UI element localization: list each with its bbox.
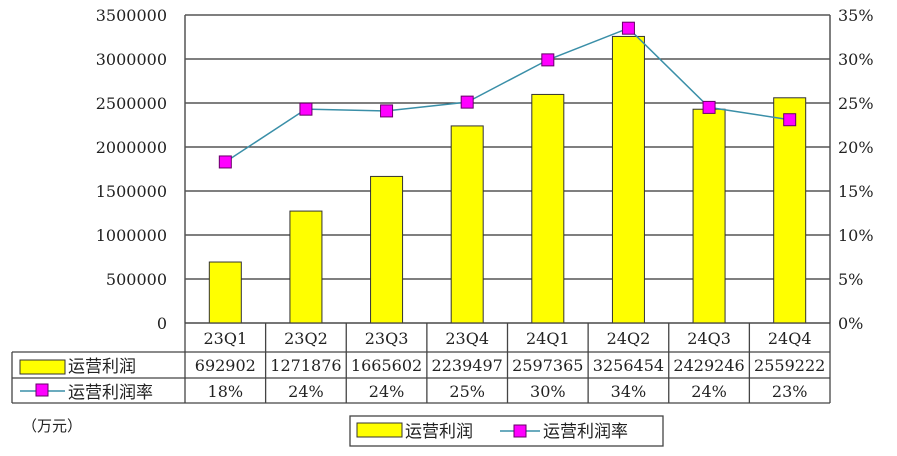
category-label: 23Q3 — [365, 329, 409, 348]
bar-value-label: 692902 — [195, 356, 256, 375]
bar — [208, 261, 242, 324]
table-bar-series-name: 运营利润 — [68, 357, 136, 377]
line-value-label: 24% — [691, 382, 727, 401]
bar — [692, 108, 726, 324]
bar-value-label: 2559222 — [754, 356, 825, 375]
left-tick-label: 2500000 — [96, 94, 167, 113]
bar — [531, 93, 565, 324]
line-marker — [460, 95, 474, 109]
line-value-label: 30% — [530, 382, 566, 401]
line-value-label: 34% — [611, 382, 647, 401]
legend-line-marker — [513, 424, 527, 438]
bar — [773, 97, 807, 324]
line-value-label: 24% — [369, 382, 405, 401]
left-tick-label: 3000000 — [96, 50, 167, 69]
legend-bar-label: 运营利润 — [405, 422, 473, 442]
line-marker — [541, 53, 555, 67]
unit-note: （万元） — [22, 417, 82, 435]
table-line-series-name: 运营利润率 — [68, 383, 153, 403]
left-tick-label: 1000000 — [96, 226, 167, 245]
line-value-label: 18% — [208, 382, 244, 401]
bar — [611, 35, 645, 324]
line-series — [224, 27, 790, 163]
bar-value-label: 2597365 — [512, 356, 583, 375]
line-value-label: 25% — [449, 382, 485, 401]
category-label: 23Q2 — [284, 329, 328, 348]
category-label: 23Q4 — [445, 329, 489, 348]
category-label: 24Q4 — [768, 329, 812, 348]
left-tick-label: 2000000 — [96, 138, 167, 157]
left-tick-label: 0 — [157, 314, 167, 333]
category-label: 24Q2 — [607, 329, 651, 348]
bar — [370, 175, 404, 324]
bar-value-label: 3256454 — [593, 356, 664, 375]
table-line-legend-marker — [35, 383, 49, 397]
right-tick-label: 35% — [838, 6, 874, 25]
line-marker — [783, 113, 797, 127]
left-tick-label: 1500000 — [96, 182, 167, 201]
line-marker — [218, 155, 232, 169]
line-marker — [621, 21, 635, 35]
bar-value-label: 2429246 — [673, 356, 744, 375]
right-tick-label: 0% — [838, 314, 863, 333]
line-value-label: 23% — [772, 382, 808, 401]
right-tick-label: 10% — [838, 226, 874, 245]
line-marker — [702, 100, 716, 114]
category-label: 24Q1 — [526, 329, 570, 348]
bar-value-label: 1665602 — [351, 356, 422, 375]
table-bar-legend-key — [19, 359, 66, 375]
category-label: 23Q1 — [203, 329, 247, 348]
legend-line-label: 运营利润率 — [543, 422, 628, 442]
right-tick-label: 30% — [838, 50, 874, 69]
line-marker — [380, 104, 394, 118]
line-value-label: 24% — [288, 382, 324, 401]
category-label: 24Q3 — [687, 329, 731, 348]
bar — [450, 125, 484, 324]
right-tick-label: 5% — [838, 270, 863, 289]
bar — [289, 210, 323, 324]
bar-value-label: 1271876 — [270, 356, 341, 375]
right-tick-label: 25% — [838, 94, 874, 113]
bar-value-label: 2239497 — [432, 356, 503, 375]
legend-bar-key — [356, 422, 403, 438]
line-marker — [299, 102, 313, 116]
left-tick-label: 3500000 — [96, 6, 167, 25]
right-tick-label: 15% — [838, 182, 874, 201]
right-tick-label: 20% — [838, 138, 874, 157]
left-tick-label: 500000 — [106, 270, 167, 289]
